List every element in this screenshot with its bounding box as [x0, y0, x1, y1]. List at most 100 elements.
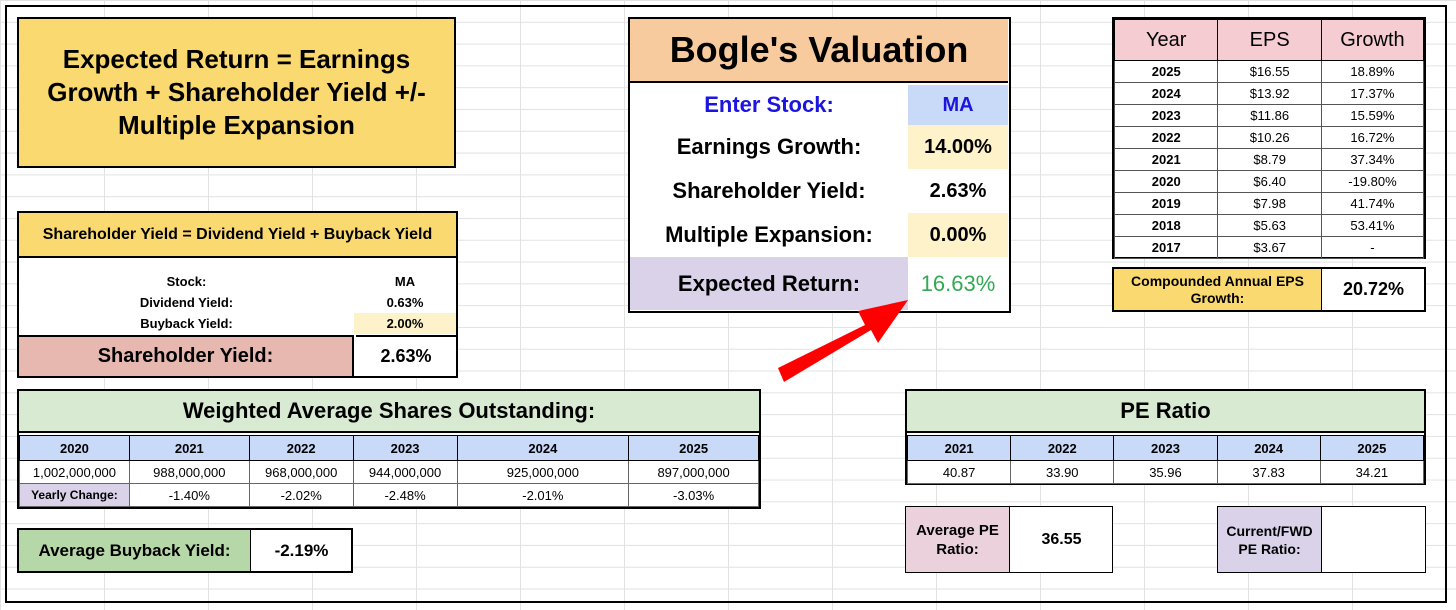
formula-box: Expected Return = Earnings Growth + Shar… [17, 17, 456, 168]
current-pe-panel: Current/FWD PE Ratio: [1217, 506, 1426, 573]
sy-buyback-input[interactable]: 2.00% [354, 313, 456, 334]
sy-stock-label: Stock: [166, 274, 207, 289]
sy-stock-value: MA [394, 274, 416, 289]
multiple-expansion-input[interactable]: 0.00% [908, 213, 1008, 257]
waso-panel: Weighted Average Shares Outstanding: 202… [17, 389, 761, 509]
eps-row: 2021 $8.79 37.34% [1113, 148, 1425, 171]
eps-row: 2017 $3.67- [1113, 236, 1425, 259]
eps-growth-cell: - [1320, 236, 1425, 259]
eps-table-panel: Year EPS Growth 2025 $16.55 18.89% 2024 $13.… [1112, 17, 1426, 259]
eps-growth-cell: 18.89% [1320, 60, 1425, 83]
pe-value-cell: 33.90 [1010, 460, 1115, 484]
eps-row: 2023 $11.86 15.59% [1113, 104, 1425, 127]
avg-pe-panel: Average PE Ratio: 36.55 [905, 506, 1113, 573]
eps-value-cell: $8.79 [1217, 148, 1322, 171]
multiple-expansion-label: Multiple Expansion: [665, 222, 873, 247]
eps-row: 2020 $6.40 -19.80% [1113, 170, 1425, 193]
bogle-valuation-panel: Bogle's Valuation Enter Stock: MA Earnin… [628, 17, 1011, 313]
current-pe-input[interactable] [1323, 507, 1425, 572]
waso-change-cell: -3.03% [628, 483, 759, 507]
eps-growth-cell: 41.74% [1320, 192, 1425, 215]
pe-year-header: 2025 [1319, 435, 1425, 461]
caeg-panel: Compounded Annual EPS Growth: 20.72% [1112, 267, 1426, 312]
eps-value-cell: $5.63 [1217, 214, 1322, 237]
eps-year-cell: 2017 [1113, 236, 1219, 259]
eps-value-cell: $11.86 [1217, 104, 1322, 127]
sy-total-label: Shareholder Yield: [19, 335, 354, 376]
eps-header-year: Year [1113, 19, 1219, 61]
eps-value-cell: $7.98 [1217, 192, 1322, 215]
sy-total-value: 2.63% [356, 335, 456, 376]
waso-year-header: 2021 [128, 435, 250, 461]
eps-value-cell: $13.92 [1217, 82, 1322, 105]
sy-dividend-value: 0.63% [386, 295, 424, 310]
pe-value-cell: 40.87 [906, 460, 1012, 484]
avg-pe-value: 36.55 [1041, 530, 1082, 548]
waso-change-cell: -2.48% [352, 483, 458, 507]
eps-growth-cell: 15.59% [1320, 104, 1425, 127]
shareholder-yield-value: 2.63% [929, 179, 987, 202]
pe-year-header: 2023 [1113, 435, 1218, 461]
eps-year-cell: 2022 [1113, 126, 1219, 149]
waso-year-header: 2020 [19, 435, 130, 461]
pe-year-header: 2021 [906, 435, 1012, 461]
eps-header-eps: EPS [1217, 19, 1322, 61]
eps-header-growth: Growth [1320, 19, 1425, 61]
eps-growth-cell: 16.72% [1320, 126, 1425, 149]
waso-shares-cell: 925,000,000 [456, 460, 630, 484]
avg-buyback-label: Average Buyback Yield: [19, 530, 251, 571]
waso-shares-cell: 968,000,000 [248, 460, 354, 484]
eps-year-cell: 2020 [1113, 170, 1219, 193]
eps-table: Year EPS Growth 2025 $16.55 18.89% 2024 $13.… [1113, 19, 1425, 259]
waso-shares-cell: 944,000,000 [352, 460, 458, 484]
shareholder-yield-panel: Shareholder Yield = Dividend Yield + Buy… [17, 211, 458, 378]
eps-year-cell: 2023 [1113, 104, 1219, 127]
bogle-title: Bogle's Valuation [630, 19, 1008, 83]
waso-change-cell: -2.02% [248, 483, 354, 507]
waso-shares-cell: 897,000,000 [628, 460, 759, 484]
caeg-value: 20.72% [1342, 279, 1405, 299]
red-arrow-icon [778, 300, 908, 382]
eps-row: 2019 $7.98 41.74% [1113, 192, 1425, 215]
expected-return-label: Expected Return: [630, 257, 908, 310]
shareholder-yield-header: Shareholder Yield = Dividend Yield + Buy… [19, 213, 456, 258]
avg-pe-label: Average PE Ratio: [906, 507, 1010, 572]
caeg-label: Compounded Annual EPS Growth: [1114, 269, 1322, 310]
eps-row: 2024 $13.92 17.37% [1113, 82, 1425, 105]
eps-value-cell: $10.26 [1217, 126, 1322, 149]
pe-year-header: 2024 [1216, 435, 1321, 461]
pe-title: PE Ratio [907, 391, 1424, 433]
sy-dividend-label: Dividend Yield: [139, 295, 234, 310]
earnings-growth-input[interactable]: 14.00% [908, 125, 1008, 169]
current-pe-label: Current/FWD PE Ratio: [1218, 507, 1322, 572]
eps-growth-cell: 53.41% [1320, 214, 1425, 237]
waso-shares-cell: 1,002,000,000 [19, 460, 130, 484]
waso-table: 2020 2021 2022 2023 2024 2025 1,002,000,000 98… [19, 435, 759, 507]
earnings-growth-label: Earnings Growth: [676, 134, 862, 159]
eps-growth-cell: 37.34% [1320, 148, 1425, 171]
enter-stock-input[interactable]: MA [908, 85, 1008, 125]
avg-buyback-panel: Average Buyback Yield: -2.19% [17, 528, 353, 573]
eps-value-cell: $16.55 [1217, 60, 1322, 83]
eps-row: 2025 $16.55 18.89% [1113, 60, 1425, 83]
enter-stock-label: Enter Stock: [704, 92, 834, 117]
eps-row: 2022 $10.26 16.72% [1113, 126, 1425, 149]
eps-value-cell: $6.40 [1217, 170, 1322, 193]
waso-year-header: 2023 [352, 435, 458, 461]
waso-year-header: 2022 [248, 435, 354, 461]
sheet-border [5, 5, 1447, 603]
pe-year-header: 2022 [1010, 435, 1115, 461]
sy-buyback-label: Buyback Yield: [140, 316, 233, 331]
shareholder-yield-label: Shareholder Yield: [672, 178, 866, 203]
avg-buyback-value: -2.19% [274, 540, 329, 560]
eps-year-cell: 2018 [1113, 214, 1219, 237]
waso-shares-cell: 988,000,000 [128, 460, 250, 484]
waso-change-cell: -1.40% [128, 483, 250, 507]
eps-value-cell: $3.67 [1217, 236, 1322, 259]
eps-growth-cell: 17.37% [1320, 82, 1425, 105]
waso-change-cell: -2.01% [456, 483, 630, 507]
eps-year-cell: 2024 [1113, 82, 1219, 105]
waso-title: Weighted Average Shares Outstanding: [19, 391, 759, 433]
eps-row: 2018 $5.63 53.41% [1113, 214, 1425, 237]
waso-year-header: 2025 [628, 435, 759, 461]
